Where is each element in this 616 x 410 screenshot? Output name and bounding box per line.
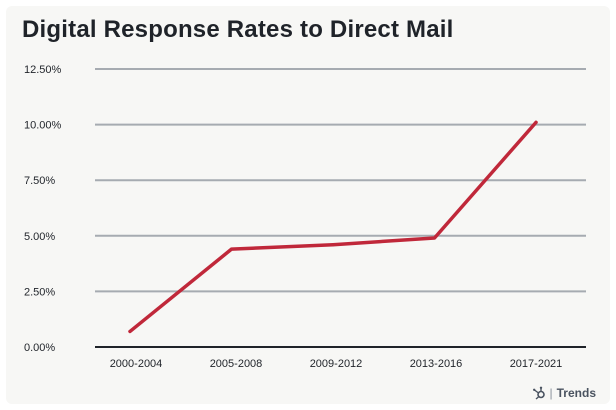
grid-lines: [95, 68, 586, 293]
brand-name: Trends: [556, 386, 596, 400]
x-axis-ticks: 2000-2004 2005-2008 2009-2012 2013-2016 2017…: [110, 358, 563, 370]
y-tick-label: 7.50%: [24, 175, 55, 187]
y-axis-ticks: 0.00% 2.50% 5.00% 7.50% 10.00% 12.50%: [24, 64, 62, 354]
data-point: [230, 247, 233, 251]
data-point: [331, 243, 335, 247]
x-tick-label: 2005-2008: [210, 358, 263, 370]
data-point: [128, 329, 132, 333]
series-line: [128, 120, 538, 334]
brand-mark: | Trends: [532, 386, 596, 400]
x-tick-label: 2017-2021: [510, 358, 563, 370]
chart-frame: [6, 6, 610, 404]
data-point: [534, 120, 538, 124]
y-tick-label: 5.00%: [24, 231, 55, 243]
x-tick-label: 2009-2012: [310, 358, 363, 370]
x-tick-label: 2013-2016: [410, 358, 463, 370]
data-point: [433, 236, 436, 240]
x-tick-label: 2000-2004: [110, 358, 163, 370]
series-layer: [128, 120, 538, 334]
brand-separator: |: [549, 386, 553, 400]
y-tick-label: 2.50%: [24, 286, 55, 298]
y-tick-label: 10.00%: [24, 120, 62, 132]
y-tick-label: 0.00%: [24, 342, 55, 354]
chart-title: Digital Response Rates to Direct Mail: [22, 16, 454, 43]
y-tick-label: 12.50%: [24, 64, 62, 76]
hubspot-sprocket-icon: [532, 386, 545, 400]
